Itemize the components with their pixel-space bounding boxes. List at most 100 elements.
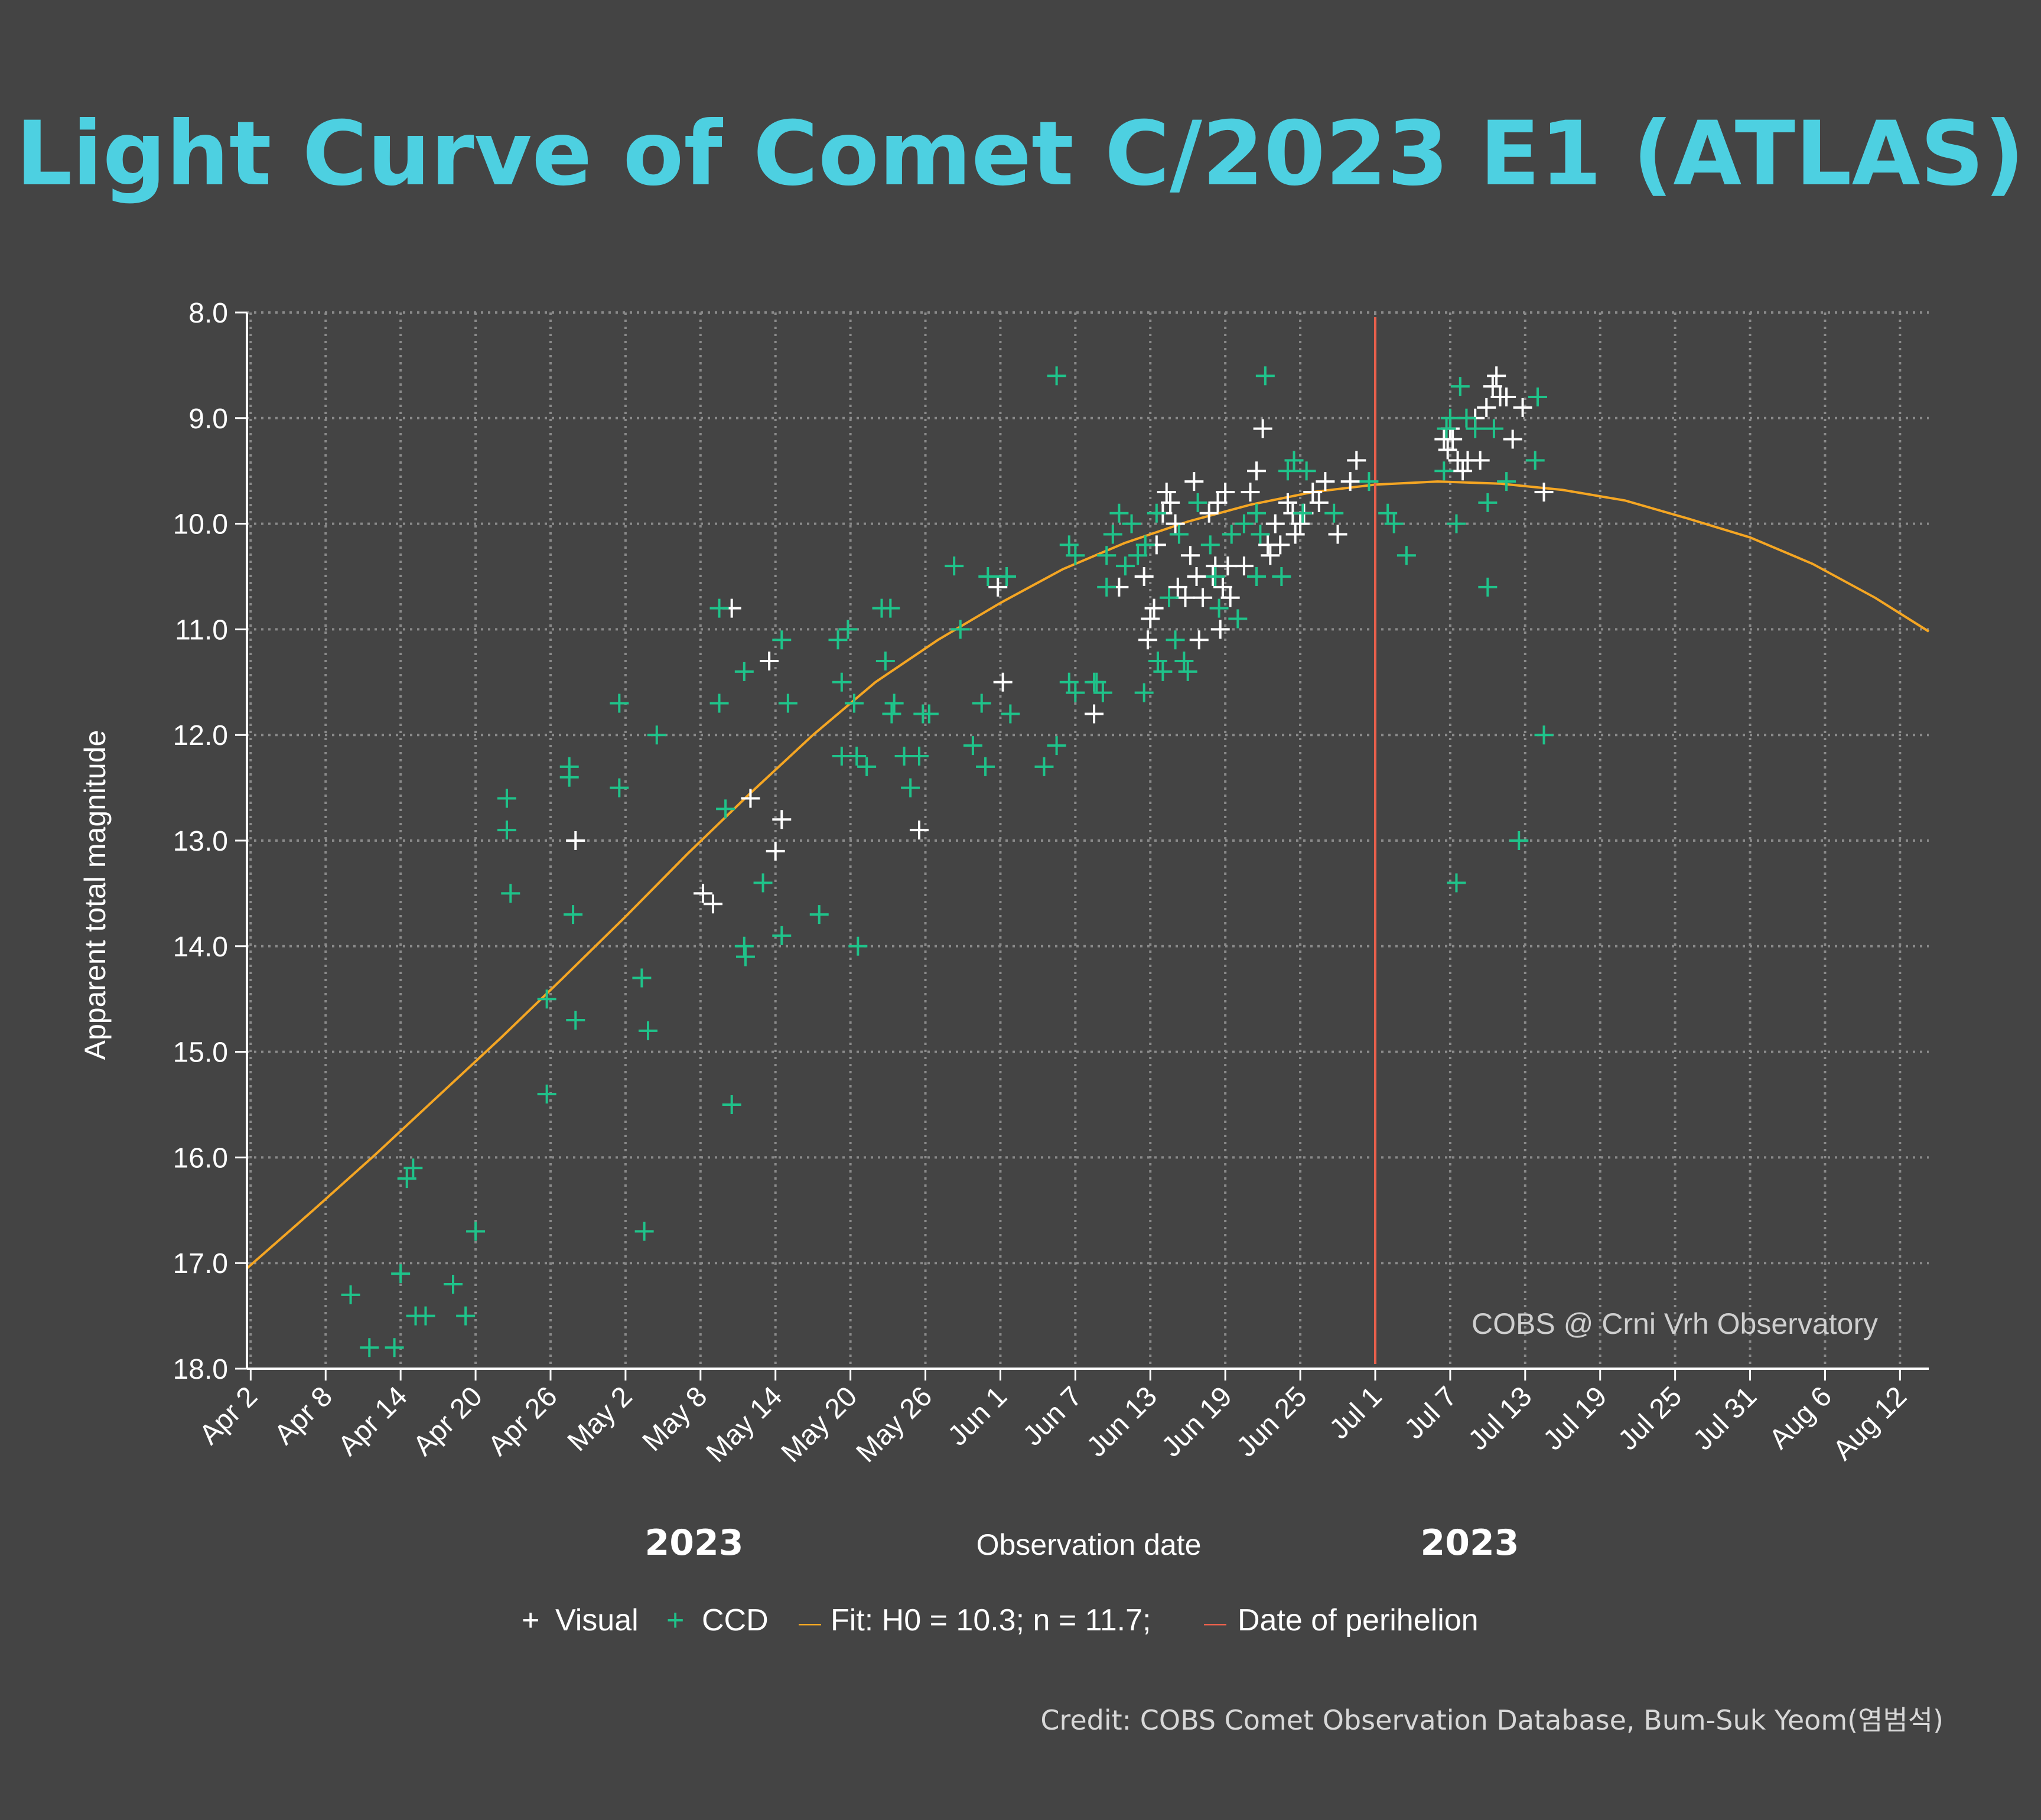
ccd-point <box>537 989 556 1009</box>
ccd-point <box>1103 525 1122 544</box>
year-label-right: 2023 <box>1421 1522 1519 1564</box>
y-axis-label: Apparent total magnitude <box>79 730 112 1060</box>
visual-point <box>1438 440 1457 460</box>
ccd-point <box>1066 546 1085 565</box>
ccd-point <box>997 567 1017 586</box>
ccd-point <box>397 1169 416 1189</box>
ccd-point <box>501 884 520 903</box>
ccd-point <box>734 936 754 956</box>
ccd-point <box>772 926 792 945</box>
axes <box>235 311 1929 1381</box>
ccd-point <box>1153 662 1173 681</box>
credit-text: Credit: COBS Comet Observation Database,… <box>1040 1704 1944 1736</box>
ccd-point <box>466 1222 486 1241</box>
visual-point <box>766 841 785 861</box>
fit-curve-layer <box>246 317 1930 1364</box>
ccd-point <box>1251 525 1270 544</box>
visual-point <box>1278 493 1297 512</box>
ccd-point <box>1001 704 1020 724</box>
visual-point <box>909 821 929 840</box>
visual-point <box>1483 377 1502 396</box>
visual-point <box>1213 577 1232 597</box>
ccd-point <box>1447 514 1466 533</box>
ccd-point <box>497 789 516 808</box>
y-tick-label: 12.0 <box>173 720 228 751</box>
ccd-point <box>963 736 982 756</box>
ccd-point <box>1147 503 1166 523</box>
ccd-point <box>610 778 629 797</box>
y-tick-label: 14.0 <box>173 932 228 963</box>
legend-visual-symbol: + <box>522 1603 539 1637</box>
ccd-point <box>566 1010 585 1030</box>
ccd-point <box>1087 672 1106 692</box>
visual-point <box>741 789 760 808</box>
ccd-point <box>1122 514 1141 533</box>
legend-ccd-symbol: + <box>666 1603 684 1637</box>
ccd-point <box>716 799 735 819</box>
year-label-left: 2023 <box>645 1522 744 1564</box>
visual-point <box>1208 493 1228 512</box>
visual-point <box>1220 588 1240 607</box>
ccd-point <box>1359 472 1379 491</box>
ccd-point <box>1534 725 1554 745</box>
legend-fit-symbol: — <box>799 1611 821 1636</box>
visual-point <box>1187 567 1206 586</box>
visual-point <box>1470 451 1490 470</box>
visual-point <box>1184 472 1204 491</box>
ccd-point <box>950 620 970 639</box>
chart-title: Light Curve of Comet C/2023 E1 (ATLAS) <box>16 103 2025 206</box>
visual-point <box>1271 535 1290 555</box>
ccd-point <box>832 672 851 692</box>
ccd-point <box>884 694 904 713</box>
legend-ccd-label: CCD <box>702 1603 769 1637</box>
ccd-point <box>1478 493 1498 512</box>
ccd-point <box>632 968 652 988</box>
ccd-point <box>753 873 773 893</box>
visual-point <box>694 884 713 903</box>
ccd-point <box>1228 609 1248 629</box>
ccd-point <box>1397 546 1416 565</box>
ccd-point <box>360 1338 379 1357</box>
visual-point <box>703 894 722 914</box>
visual-point <box>1180 546 1200 565</box>
ccd-point <box>1097 577 1116 597</box>
visual-point <box>1513 398 1532 417</box>
visual-point <box>1261 546 1280 565</box>
visual-point <box>1166 514 1185 533</box>
visual-point <box>1157 482 1176 502</box>
ccd-point <box>1247 503 1267 523</box>
ccd-point <box>1272 567 1291 586</box>
y-tick-label: 8.0 <box>188 298 228 329</box>
ccd-point <box>1255 366 1275 386</box>
legend-fit-label: Fit: H0 = 10.3; n = 11.7; <box>831 1603 1151 1637</box>
observatory-annotation: COBS @ Crni Vrh Observatory <box>1472 1307 1878 1340</box>
ccd-point <box>734 662 754 681</box>
ccd-point <box>416 1306 435 1326</box>
visual-point <box>1265 514 1285 533</box>
visual-point <box>1193 588 1213 607</box>
ccd-point <box>634 1222 654 1241</box>
y-tick-label: 18.0 <box>173 1354 228 1385</box>
visual-point <box>993 672 1013 692</box>
visual-point <box>760 652 779 671</box>
visual-point <box>566 831 585 850</box>
ccd-point <box>1509 831 1529 850</box>
ccd-point <box>1097 546 1116 565</box>
ccd-point <box>1128 546 1148 565</box>
ccd-point <box>901 778 920 797</box>
visual-point <box>772 810 792 829</box>
ccd-point <box>844 694 864 713</box>
ccd-point <box>1378 503 1398 523</box>
y-tick-label: 13.0 <box>173 826 228 857</box>
y-tick-label: 17.0 <box>173 1248 228 1279</box>
ccd-point <box>945 556 964 576</box>
ccd-point <box>1188 493 1207 512</box>
ccd-point <box>1135 535 1155 555</box>
visual-point <box>1303 482 1323 502</box>
ccd-point <box>456 1306 476 1326</box>
ccd-point <box>1178 662 1197 681</box>
ccd-point <box>537 1085 556 1104</box>
legend-visual-label: Visual <box>555 1603 639 1637</box>
